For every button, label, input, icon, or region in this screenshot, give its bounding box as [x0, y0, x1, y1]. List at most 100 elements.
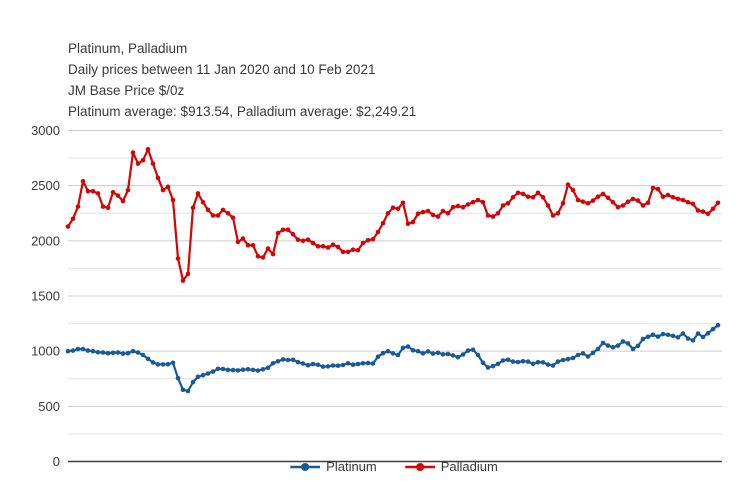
series-palladium-point [375, 229, 381, 235]
series-platinum-point [370, 361, 376, 366]
series-platinum-point [660, 331, 666, 337]
series-palladium-point [265, 246, 271, 251]
series-palladium-point [695, 208, 701, 213]
series-palladium-point [390, 205, 396, 210]
series-platinum-point [640, 336, 646, 342]
series-palladium-point [190, 205, 196, 210]
series-platinum-point [350, 362, 356, 368]
legend-item-palladium[interactable]: Palladium [404, 459, 498, 474]
series-platinum-point [295, 359, 301, 365]
series-platinum-point [130, 348, 136, 354]
series-platinum-point [650, 332, 656, 338]
series-platinum-point [515, 359, 521, 365]
series-palladium-point [690, 201, 696, 207]
platinum-legend-marker-icon [290, 462, 321, 471]
series-palladium-point [225, 211, 231, 216]
y-axis-label-1500: 1500 [31, 289, 60, 304]
series-platinum-point [250, 367, 256, 373]
series-palladium-point [325, 245, 331, 250]
series-palladium-point [180, 278, 186, 283]
series-palladium-point [355, 247, 361, 253]
series-palladium-point [85, 188, 91, 194]
series-platinum-point [665, 332, 671, 338]
series-palladium-point [625, 199, 631, 204]
series-platinum-point [160, 362, 166, 367]
series-palladium-point [535, 190, 541, 196]
series-palladium-point [195, 191, 201, 196]
chart-subtitle: Daily prices between 11 Jan 2020 and 10 … [68, 62, 376, 77]
series-platinum-point [325, 364, 331, 369]
series-palladium-point [590, 198, 596, 203]
series-platinum-point [65, 348, 71, 354]
chart-title-block: Platinum, Palladium Daily prices between… [68, 38, 416, 122]
series-palladium [65, 147, 721, 283]
series-platinum-point [310, 361, 316, 367]
series-palladium-point [470, 199, 476, 205]
series-palladium-point [220, 207, 226, 213]
series-palladium-point [200, 199, 206, 205]
series-palladium-point [465, 202, 471, 207]
series-platinum-point [500, 358, 506, 363]
series-platinum-point [420, 351, 426, 356]
series-palladium-point [345, 249, 351, 255]
series-palladium-point [415, 211, 421, 217]
series-platinum-point [240, 367, 246, 373]
series-platinum-point [470, 347, 476, 353]
series-palladium-point [140, 158, 146, 163]
series-palladium-point [660, 194, 666, 199]
series-palladium-point [365, 238, 371, 243]
series-palladium-point [245, 242, 251, 248]
series-platinum-point [455, 354, 461, 360]
series-palladium-point [285, 227, 291, 233]
series-platinum-point [700, 334, 706, 340]
series-palladium-point [680, 197, 686, 203]
series-palladium-point [440, 208, 446, 214]
series-palladium-point [350, 247, 356, 252]
series-palladium-point [170, 197, 176, 203]
series-palladium-point [610, 199, 616, 205]
y-axis-label-500: 500 [38, 399, 60, 414]
series-platinum-point [635, 343, 641, 349]
series-platinum-point [385, 348, 391, 354]
series-palladium-point [700, 209, 706, 214]
series-platinum-point [395, 352, 401, 358]
series-platinum-point [510, 359, 516, 364]
series-palladium-point [445, 211, 451, 216]
series-palladium-point [545, 203, 551, 208]
series-platinum-point [405, 344, 411, 349]
series-platinum-point [215, 366, 221, 372]
series-platinum-point [145, 356, 151, 362]
series-palladium-point [115, 193, 121, 198]
legend-item-platinum[interactable]: Platinum [290, 459, 377, 474]
series-platinum-point [390, 351, 396, 356]
series-platinum-point [120, 351, 126, 356]
series-platinum-point [365, 360, 371, 366]
series-platinum-point [265, 365, 271, 371]
series-platinum-point [630, 346, 636, 352]
series-platinum-point [645, 334, 651, 340]
series-platinum-point [205, 371, 211, 376]
series-palladium-point [280, 227, 286, 233]
series-platinum-point [445, 351, 451, 357]
series-platinum-point [180, 387, 186, 393]
series-palladium-point [420, 209, 426, 215]
series-palladium-point [490, 214, 496, 219]
series-palladium-point [580, 199, 586, 204]
legend-label-palladium: Palladium [440, 459, 498, 474]
series-palladium-point [250, 242, 256, 248]
legend-label-platinum: Platinum [326, 459, 377, 474]
series-platinum-point [290, 357, 296, 363]
series-palladium-point [110, 190, 116, 195]
series-platinum-point [705, 331, 711, 336]
series-palladium-point [710, 206, 716, 212]
series-platinum-point [345, 361, 351, 366]
series-platinum-point [530, 361, 536, 367]
series-palladium-point [120, 198, 126, 204]
series-platinum-point [75, 346, 81, 352]
series-platinum-point [430, 351, 436, 356]
series-platinum-point [125, 350, 131, 356]
series-palladium-point [160, 187, 166, 193]
series-palladium-point [455, 203, 461, 209]
series-platinum-point [410, 348, 416, 353]
